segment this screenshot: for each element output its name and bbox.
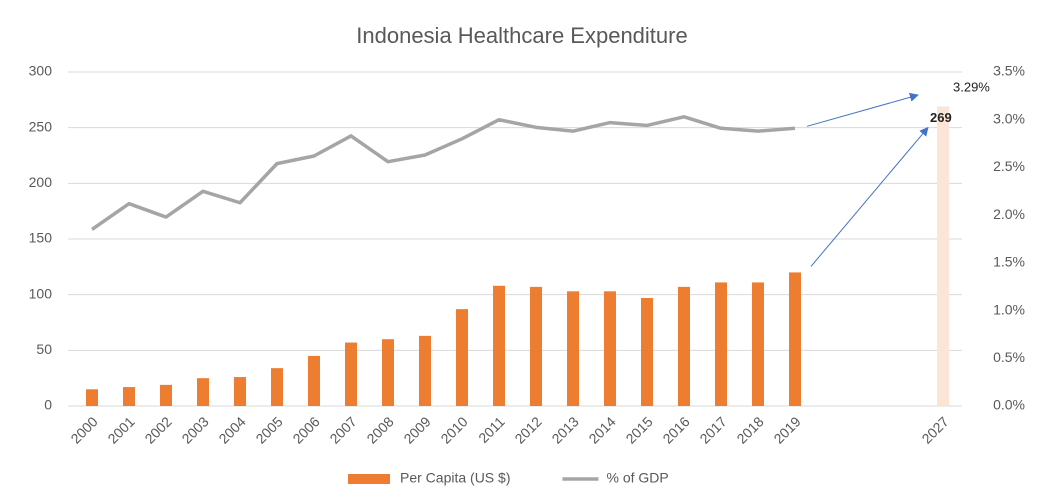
y-tick-label: 0 — [44, 397, 52, 413]
bar — [456, 309, 468, 406]
bar — [641, 298, 653, 406]
chart-title: Indonesia Healthcare Expenditure — [356, 23, 687, 48]
x-tick-label: 2012 — [511, 413, 544, 446]
x-tick-label: 2018 — [733, 413, 766, 446]
bar — [345, 342, 357, 406]
y2-tick-label: 1.0% — [993, 301, 1025, 317]
y-tick-label: 50 — [36, 341, 52, 357]
annotation: 3.29% — [953, 79, 990, 94]
bar — [752, 282, 764, 406]
x-tick-label: 2008 — [363, 413, 396, 446]
legend-swatch — [348, 474, 390, 484]
bar — [604, 291, 616, 406]
x-tick-label: 2027 — [918, 413, 951, 446]
arrow — [806, 92, 919, 127]
x-tick-label: 2017 — [696, 413, 729, 446]
y2-tick-label: 0.0% — [993, 397, 1025, 413]
bar — [789, 272, 801, 406]
x-tick-label: 2000 — [67, 413, 100, 446]
x-tick-label: 2001 — [104, 413, 137, 446]
x-tick-label: 2009 — [400, 413, 433, 446]
bar — [567, 291, 579, 406]
bar — [937, 106, 949, 406]
x-tick-label: 2007 — [326, 413, 359, 446]
line — [90, 115, 796, 231]
y-tick-label: 100 — [29, 285, 53, 301]
x-tick-label: 2013 — [548, 413, 581, 446]
y-tick-label: 150 — [29, 230, 53, 246]
legend-label: Per Capita (US $) — [400, 470, 510, 486]
x-tick-label: 2011 — [475, 413, 508, 446]
x-tick-label: 2014 — [585, 413, 618, 446]
x-tick-label: 2019 — [770, 413, 803, 446]
bar — [123, 387, 135, 406]
x-tick-label: 2010 — [437, 413, 470, 446]
bar — [160, 384, 172, 406]
bar — [419, 335, 431, 406]
bar — [197, 378, 209, 406]
y2-tick-label: 3.0% — [993, 110, 1025, 126]
bar — [271, 368, 283, 406]
y-tick-label: 300 — [29, 63, 53, 79]
x-tick-label: 2005 — [252, 413, 285, 446]
y-tick-label: 250 — [29, 118, 53, 134]
data-label: 269 — [930, 110, 952, 125]
legend-label: % of GDP — [606, 470, 668, 486]
y2-tick-label: 3.5% — [993, 63, 1025, 79]
y2-tick-label: 2.5% — [993, 158, 1025, 174]
x-tick-label: 2004 — [215, 413, 248, 446]
y2-tick-label: 1.5% — [993, 254, 1025, 270]
x-tick-label: 2002 — [141, 413, 174, 446]
y2-tick-label: 0.5% — [993, 349, 1025, 365]
bar — [86, 389, 98, 406]
bar — [530, 286, 542, 406]
bar — [493, 285, 505, 406]
x-tick-label: 2006 — [289, 413, 322, 446]
bar — [678, 286, 690, 406]
bar — [234, 377, 246, 406]
y2-tick-label: 2.0% — [993, 206, 1025, 222]
bar — [382, 339, 394, 406]
arrow — [810, 126, 929, 267]
x-tick-label: 2016 — [659, 413, 692, 446]
bar — [715, 282, 727, 406]
y-tick-label: 200 — [29, 174, 53, 190]
x-tick-label: 2003 — [178, 413, 211, 446]
bar — [308, 355, 320, 406]
x-tick-label: 2015 — [622, 413, 655, 446]
